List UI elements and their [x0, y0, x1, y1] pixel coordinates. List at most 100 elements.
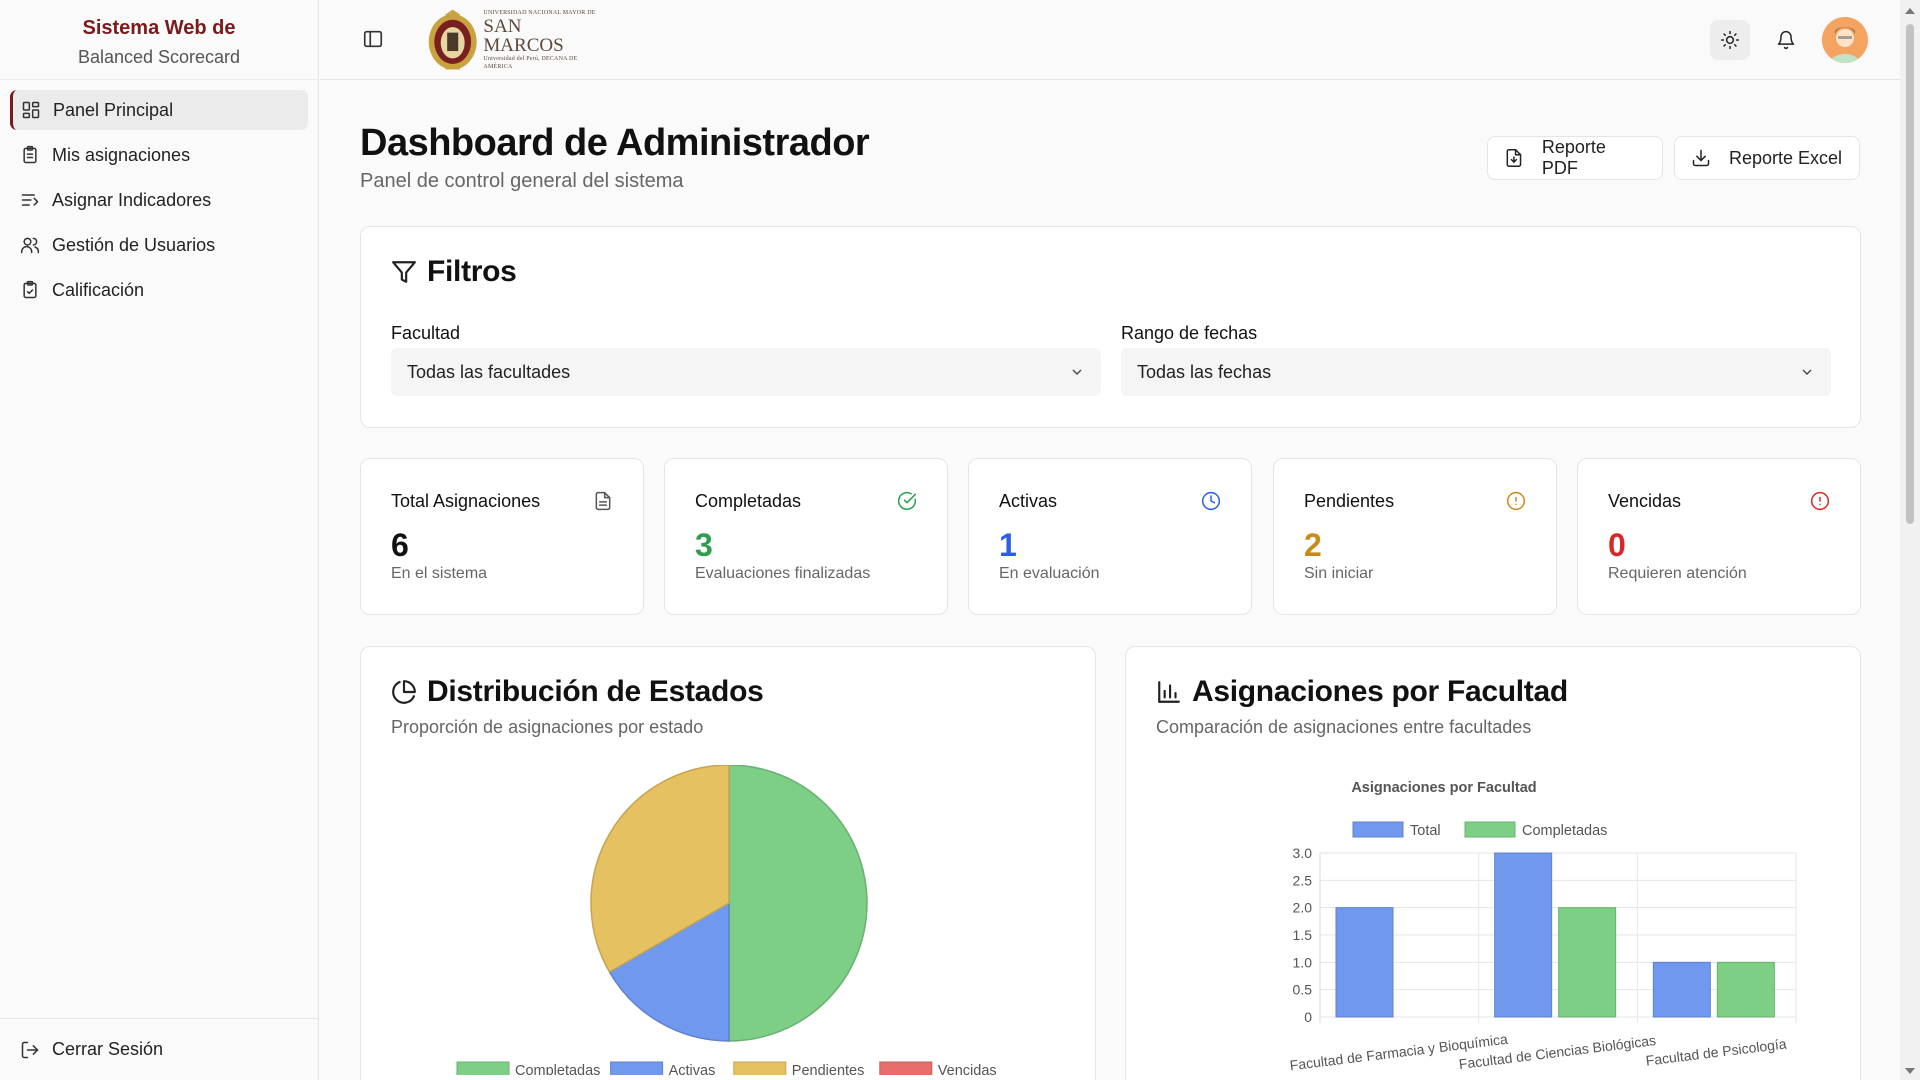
page-scrollbar[interactable] — [1900, 0, 1920, 1080]
sidebar-nav: Panel Principal Mis asignaciones Asignar… — [0, 80, 318, 325]
filters-card: Filtros Facultad Todas las facultades Ra… — [360, 226, 1861, 428]
date-range-select-value: Todas las fechas — [1137, 361, 1272, 382]
user-avatar-icon — [1822, 17, 1868, 63]
legend-label: Vencidas — [938, 1063, 997, 1075]
scroll-down-arrow[interactable] — [1905, 1068, 1915, 1074]
report-excel-label: Reporte Excel — [1729, 147, 1843, 168]
logo-big-text: SAN MARCOS — [483, 16, 564, 56]
alert-circle-icon — [1810, 491, 1830, 511]
stat-value: 3 — [695, 527, 713, 563]
logout-button[interactable]: Cerrar Sesión — [0, 1018, 318, 1080]
sidebar-toggle-button[interactable] — [362, 28, 386, 52]
legend-label: Completadas — [1522, 823, 1607, 839]
clipboard-check-icon — [23, 280, 37, 299]
stat-label: Total Asignaciones — [391, 491, 541, 511]
y-tick-label: 0 — [1304, 1009, 1312, 1025]
y-tick-label: 3.0 — [1293, 845, 1313, 861]
report-pdf-button[interactable]: Reporte PDF — [1487, 136, 1663, 180]
sidebar-item-gestion-usuarios[interactable]: Gestión de Usuarios — [10, 225, 308, 265]
bar-card-heading: Asignaciones por Facultad — [1156, 675, 1568, 709]
y-tick-label: 2.5 — [1293, 872, 1313, 888]
legend-label: Pendientes — [792, 1063, 865, 1075]
alert-circle-icon — [1506, 491, 1526, 511]
faculty-bar-chart: Asignaciones por Facultad Total Completada… — [1289, 780, 1797, 1073]
sidebar-item-label: Gestión de Usuarios — [52, 234, 216, 255]
stat-label: Completadas — [695, 491, 802, 511]
stat-description: Evaluaciones finalizadas — [695, 565, 871, 582]
bar-total — [1494, 852, 1553, 1018]
report-pdf-label: Reporte PDF — [1541, 137, 1606, 178]
legend-swatch — [879, 1061, 933, 1075]
legend-label: Completadas — [515, 1063, 600, 1075]
stat-card-vencidas: Vencidas 0 Requieren atención — [1577, 458, 1861, 615]
sidebar-item-mis-asignaciones[interactable]: Mis asignaciones — [10, 135, 308, 175]
legend-swatch — [456, 1061, 510, 1075]
clipboard-list-icon — [23, 145, 37, 164]
stat-value: 6 — [391, 527, 409, 563]
pie-legend-item: Pendientes — [733, 1061, 865, 1075]
stat-description: Requieren atención — [1608, 565, 1747, 582]
stat-value: 0 — [1608, 527, 1626, 563]
stat-description: En el sistema — [391, 565, 488, 582]
pie-card-subtitle: Proporción de asignaciones por estado — [391, 717, 704, 737]
bar-completadas — [1716, 961, 1775, 1018]
university-crest-icon — [428, 9, 477, 70]
pie-slice-pendientes — [590, 765, 730, 974]
legend-label: Total — [1410, 823, 1441, 839]
theme-toggle-button[interactable] — [1710, 20, 1750, 60]
pie-card-title: Distribución de Estados — [427, 675, 764, 708]
bar-card-subtitle: Comparación de asignaciones entre facult… — [1156, 717, 1532, 737]
y-tick-label: 0.5 — [1293, 982, 1313, 998]
y-tick-label: 2.0 — [1293, 900, 1313, 916]
pie-chart-icon — [392, 680, 416, 704]
pie-slice-completadas — [728, 765, 868, 1042]
stat-description: Sin iniciar — [1304, 565, 1374, 582]
y-tick-label: 1.5 — [1293, 927, 1313, 943]
bar-legend-item: Total — [1352, 821, 1441, 839]
logout-label: Cerrar Sesión — [52, 1039, 164, 1059]
stat-value: 1 — [999, 527, 1017, 563]
brand-subtitle: Balanced Scorecard — [77, 47, 241, 67]
avatar[interactable] — [1822, 17, 1868, 63]
stat-value: 2 — [1304, 527, 1322, 563]
download-icon — [1692, 149, 1710, 167]
date-range-select[interactable]: Todas las fechas — [1121, 348, 1831, 396]
bar-card-title: Asignaciones por Facultad — [1192, 675, 1568, 708]
top-header: UNIVERSIDAD NACIONAL MAYOR DE SAN MARCOS… — [320, 0, 1900, 80]
scroll-up-arrow[interactable] — [1905, 8, 1915, 14]
dashboard-grid-icon — [22, 101, 40, 119]
notifications-button[interactable] — [1766, 20, 1806, 60]
chevron-down-icon — [1072, 369, 1082, 375]
status-distribution-card: Distribución de Estados Proporción de as… — [360, 646, 1096, 1080]
bar-total — [1335, 907, 1394, 1018]
scrollbar-thumb[interactable] — [1906, 24, 1914, 524]
legend-swatch — [610, 1061, 664, 1075]
sidebar: Sistema Web de Balanced Scorecard Panel … — [0, 0, 319, 1080]
check-circle-icon — [897, 491, 917, 511]
list-end-icon — [21, 194, 39, 206]
faculty-label: Facultad — [391, 323, 461, 343]
brand: Sistema Web de Balanced Scorecard — [0, 0, 318, 80]
stat-label: Vencidas — [1608, 491, 1682, 511]
sidebar-item-asignar-indicadores[interactable]: Asignar Indicadores — [10, 180, 308, 220]
bar-chart-title: Asignaciones por Facultad — [1351, 780, 1536, 796]
report-excel-button[interactable]: Reporte Excel — [1674, 136, 1860, 180]
users-icon — [20, 237, 40, 254]
legend-swatch — [1352, 821, 1404, 838]
file-download-icon — [1506, 148, 1522, 168]
clock-icon — [1201, 491, 1221, 511]
faculty-select-value: Todas las facultades — [407, 361, 571, 382]
sidebar-item-label: Calificación — [52, 279, 145, 300]
x-tick-label: Facultad de Psicología — [1645, 1035, 1788, 1068]
stat-card-activas: Activas 1 En evaluación — [968, 458, 1252, 615]
faculty-select[interactable]: Todas las facultades — [391, 348, 1101, 396]
sidebar-item-panel-principal[interactable]: Panel Principal — [10, 90, 308, 130]
sidebar-item-label: Panel Principal — [53, 99, 174, 120]
sidebar-item-calificacion[interactable]: Calificación — [10, 270, 308, 310]
logo-tagline: Universidad del Perú, DECANA DE AMÉRICA — [483, 56, 578, 70]
sidebar-item-label: Mis asignaciones — [52, 144, 191, 165]
file-icon — [595, 491, 611, 511]
stat-card-total: Total Asignaciones 6 En el sistema — [360, 458, 644, 615]
brand-title: Sistema Web de — [82, 17, 236, 39]
